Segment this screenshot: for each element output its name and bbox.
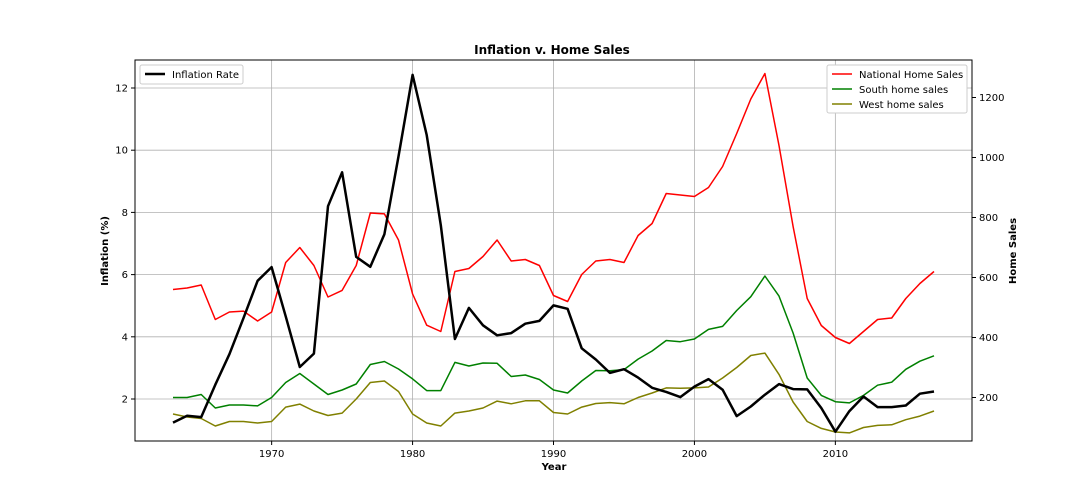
right-y-tick-label-600: 600 (979, 273, 998, 284)
x-tick-label-2010: 2010 (823, 449, 848, 460)
legend-label-south-home-sales: South home sales (859, 85, 948, 96)
right-y-tick-label-200: 200 (979, 393, 998, 404)
legend-right: National Home Sales South home sales Wes… (826, 64, 968, 114)
x-axis-ticks: 1970 1980 1990 2000 2010 (259, 441, 848, 460)
left-y-axis-ticks: 2 4 6 8 10 12 (115, 83, 135, 406)
x-axis-label: Year (541, 462, 567, 473)
left-y-tick-label-6: 6 (122, 270, 128, 281)
right-y-axis-label: Home Sales (1008, 218, 1019, 284)
legend-label-national-home-sales: National Home Sales (859, 70, 963, 81)
right-y-tick-label-1000: 1000 (979, 153, 1004, 164)
right-y-tick-label-400: 400 (979, 333, 998, 344)
legend-label-west-home-sales: West home sales (859, 100, 944, 111)
right-y-tick-label-1200: 1200 (979, 93, 1004, 104)
x-tick-label-1980: 1980 (400, 449, 425, 460)
legend-label-inflation-rate: Inflation Rate (172, 70, 239, 81)
left-y-tick-label-2: 2 (122, 395, 128, 406)
left-y-tick-label-10: 10 (115, 146, 128, 157)
series-points-south-home-sales (172, 275, 935, 409)
legend-right-box (826, 64, 968, 114)
chart-title: Inflation v. Home Sales (474, 43, 630, 57)
x-tick-label-1970: 1970 (259, 449, 284, 460)
left-y-tick-label-8: 8 (122, 208, 128, 219)
legend-left: Inflation Rate (139, 64, 244, 85)
x-tick-label-2000: 2000 (682, 449, 707, 460)
legend-left-box (139, 64, 244, 85)
series-points-national-home-sales (172, 73, 935, 344)
right-y-axis-ticks: 200 400 600 800 1000 1200 (972, 93, 1004, 404)
left-y-tick-label-12: 12 (115, 83, 128, 94)
right-y-tick-label-800: 800 (979, 213, 998, 224)
series-points-inflation-rate (172, 74, 935, 432)
left-y-axis-label: Inflation (%) (100, 216, 111, 286)
x-tick-label-1990: 1990 (541, 449, 566, 460)
left-y-tick-label-4: 4 (122, 332, 128, 343)
series-layer (172, 72, 935, 434)
